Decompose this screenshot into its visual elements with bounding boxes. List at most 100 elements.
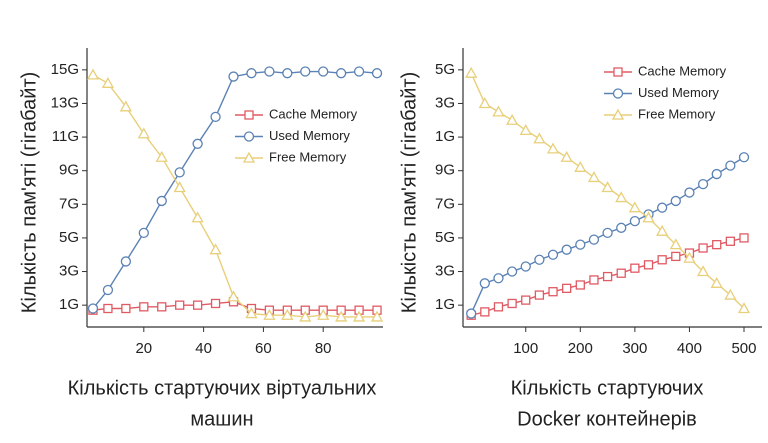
data-point (615, 191, 628, 203)
data-point (101, 76, 115, 88)
x-tick-label: 40 (195, 340, 212, 357)
data-point (299, 310, 312, 322)
x-tick-label: 400 (677, 340, 702, 357)
data-point (684, 187, 695, 198)
legend-marker (242, 151, 256, 163)
x-axis-label: Кількість стартуючих (511, 377, 704, 399)
data-point (102, 284, 114, 296)
data-point (602, 271, 613, 282)
data-point (478, 97, 491, 109)
data-point (724, 288, 737, 300)
data-point (245, 307, 258, 319)
y-tick-label: 9G (59, 162, 79, 179)
data-point (353, 66, 365, 77)
data-point (137, 127, 150, 139)
data-point (616, 222, 627, 233)
data-point (173, 181, 186, 193)
y-tick-label: 1G (59, 296, 79, 313)
legend-marker (244, 110, 254, 120)
y-tick-label: 11G (52, 128, 79, 145)
data-point (466, 308, 477, 319)
data-point (263, 308, 276, 320)
data-point (317, 308, 330, 320)
data-point (87, 303, 99, 314)
data-point (534, 254, 545, 265)
y-tick-label: 5G (435, 61, 455, 78)
data-point (669, 238, 682, 250)
data-point (492, 105, 505, 117)
legend-marker (613, 67, 623, 77)
data-point (548, 287, 558, 297)
data-point (192, 138, 203, 149)
y-tick-label: 5G (59, 229, 79, 246)
x-tick-label: 80 (315, 340, 332, 357)
data-point (642, 211, 655, 223)
data-point (103, 303, 113, 314)
data-point (546, 142, 560, 154)
data-point (493, 273, 504, 284)
data-point (683, 251, 696, 263)
data-point (628, 201, 641, 213)
y-tick-label: 7G (59, 195, 79, 212)
data-point (534, 290, 545, 300)
data-point (479, 278, 490, 289)
data-point (227, 290, 240, 302)
data-point (519, 124, 532, 136)
y-axis-label: Кількість пам'яті (гігабайт) (398, 72, 420, 314)
data-point (589, 275, 599, 285)
data-point (156, 195, 167, 207)
data-point (119, 100, 132, 112)
data-point (210, 298, 221, 309)
data-point (657, 255, 667, 265)
data-point (174, 167, 185, 178)
y-axis-label: Кількість пам'яті (гігабайт) (18, 72, 40, 314)
y-tick-label: 15G (51, 61, 79, 78)
data-point (139, 302, 149, 312)
data-point (602, 227, 613, 239)
legend-label: Free Memory (269, 149, 347, 164)
data-point (697, 178, 709, 190)
x-tick-label: 20 (135, 340, 152, 357)
data-point (121, 303, 131, 314)
data-point (601, 181, 614, 193)
data-point (587, 171, 601, 183)
data-point (370, 310, 384, 322)
data-point (574, 160, 587, 172)
data-point (521, 295, 531, 305)
data-point (698, 243, 708, 253)
y-tick-label: 7G (435, 195, 455, 212)
data-point (696, 265, 710, 277)
data-point (209, 243, 222, 255)
y-tick-label: 1G (435, 296, 455, 313)
y-tick-label: 5G (435, 229, 455, 246)
data-point (210, 111, 221, 123)
x-tick-label: 200 (568, 340, 593, 357)
y-tick-label: 3G (59, 263, 79, 280)
x-tick-label: 100 (513, 340, 538, 357)
data-point (711, 168, 722, 180)
data-point (282, 68, 293, 79)
legend-label: Used Memory (638, 85, 719, 100)
data-point (120, 256, 132, 267)
data-point (371, 68, 383, 79)
data-point (616, 268, 626, 278)
x-tick-label: 60 (255, 340, 272, 357)
y-tick-label: 13G (51, 94, 79, 111)
data-point (493, 302, 504, 312)
data-point (671, 251, 681, 262)
data-point (520, 261, 531, 272)
y-tick-label: 3G (435, 94, 455, 111)
legend-marker (612, 88, 624, 99)
y-tick-label: 9G (435, 162, 455, 179)
data-point (335, 310, 348, 322)
data-point (533, 132, 546, 144)
data-point (507, 298, 517, 309)
data-point (737, 302, 751, 314)
data-point (175, 300, 185, 310)
data-point (560, 150, 573, 162)
data-point (643, 260, 654, 270)
data-point (738, 152, 750, 163)
data-point (300, 66, 311, 77)
data-point (657, 202, 668, 213)
